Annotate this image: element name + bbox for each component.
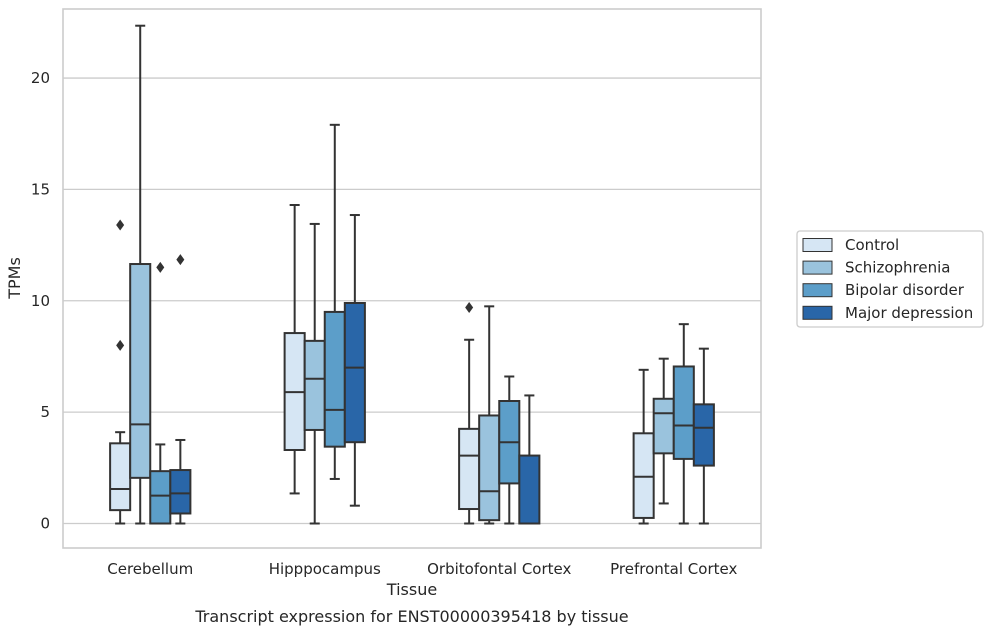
box-group: [169, 254, 192, 525]
box-group: [283, 204, 306, 495]
box-group: [692, 347, 715, 525]
legend-label: Control: [845, 236, 899, 254]
box-group: [652, 357, 675, 505]
y-tick-label: 15: [31, 180, 50, 198]
chart-caption: Transcript expression for ENST0000039541…: [194, 607, 628, 626]
box-iqr: [692, 403, 715, 467]
legend-swatch: [802, 305, 833, 320]
box-iqr: [458, 427, 481, 511]
box-group: [109, 219, 132, 525]
box-group: [303, 222, 326, 525]
legend-frame: [796, 230, 984, 328]
y-tick-label: 0: [40, 515, 50, 533]
box-iqr: [652, 397, 675, 455]
box-group: [129, 24, 152, 525]
box-iqr: [518, 454, 541, 525]
y-tick-label: 10: [31, 292, 50, 310]
legend-label: Major depression: [845, 304, 973, 322]
box-iqr: [109, 442, 132, 512]
box-group: [343, 214, 366, 507]
y-axis-ticks: 0 5 10 15 20: [31, 69, 50, 532]
x-axis-ticks: Cerebellum Hipppocampus Orbitofontal Corte…: [107, 560, 737, 578]
box-iqr: [129, 263, 152, 479]
outlier-point: [465, 301, 474, 313]
y-tick-label: 20: [31, 69, 50, 87]
legend: Control Schizophrenia Bipolar disorder Majo…: [796, 230, 984, 328]
box-group: [518, 394, 541, 525]
box-iqr: [149, 470, 172, 525]
box-iqr: [632, 432, 655, 519]
box-group: [672, 323, 695, 525]
legend-label: Bipolar disorder: [845, 281, 965, 299]
box-iqr: [323, 310, 346, 448]
legend-swatch: [802, 283, 833, 298]
box-group: [632, 368, 655, 525]
x-axis-label: Tissue: [386, 580, 437, 599]
grid-lines: [63, 77, 761, 525]
outlier-point: [156, 261, 165, 273]
x-tick-label: Hipppocampus: [269, 560, 381, 578]
box-iqr: [478, 414, 501, 522]
outlier-point: [116, 219, 125, 231]
box-iqr: [343, 302, 366, 444]
legend-swatch: [802, 238, 833, 252]
y-axis-label: TPMs: [5, 257, 24, 300]
box-group: [458, 301, 481, 525]
box-group: [498, 375, 521, 525]
box-iqr: [169, 469, 192, 515]
outlier-point: [116, 339, 125, 351]
x-tick-label: Orbitofontal Cortex: [427, 560, 571, 578]
x-tick-label: Prefrontal Cortex: [610, 560, 737, 578]
box-iqr: [672, 365, 695, 460]
box-iqr: [303, 339, 326, 431]
plot-frame: [62, 8, 762, 549]
legend-swatch: [802, 260, 833, 275]
plot-boxes: [109, 24, 715, 525]
box-group: [478, 305, 501, 525]
legend-label: Schizophrenia: [845, 259, 950, 277]
box-group: [323, 123, 346, 480]
outlier-point: [176, 254, 185, 266]
y-tick-label: 5: [40, 403, 50, 421]
x-tick-label: Cerebellum: [107, 560, 193, 578]
